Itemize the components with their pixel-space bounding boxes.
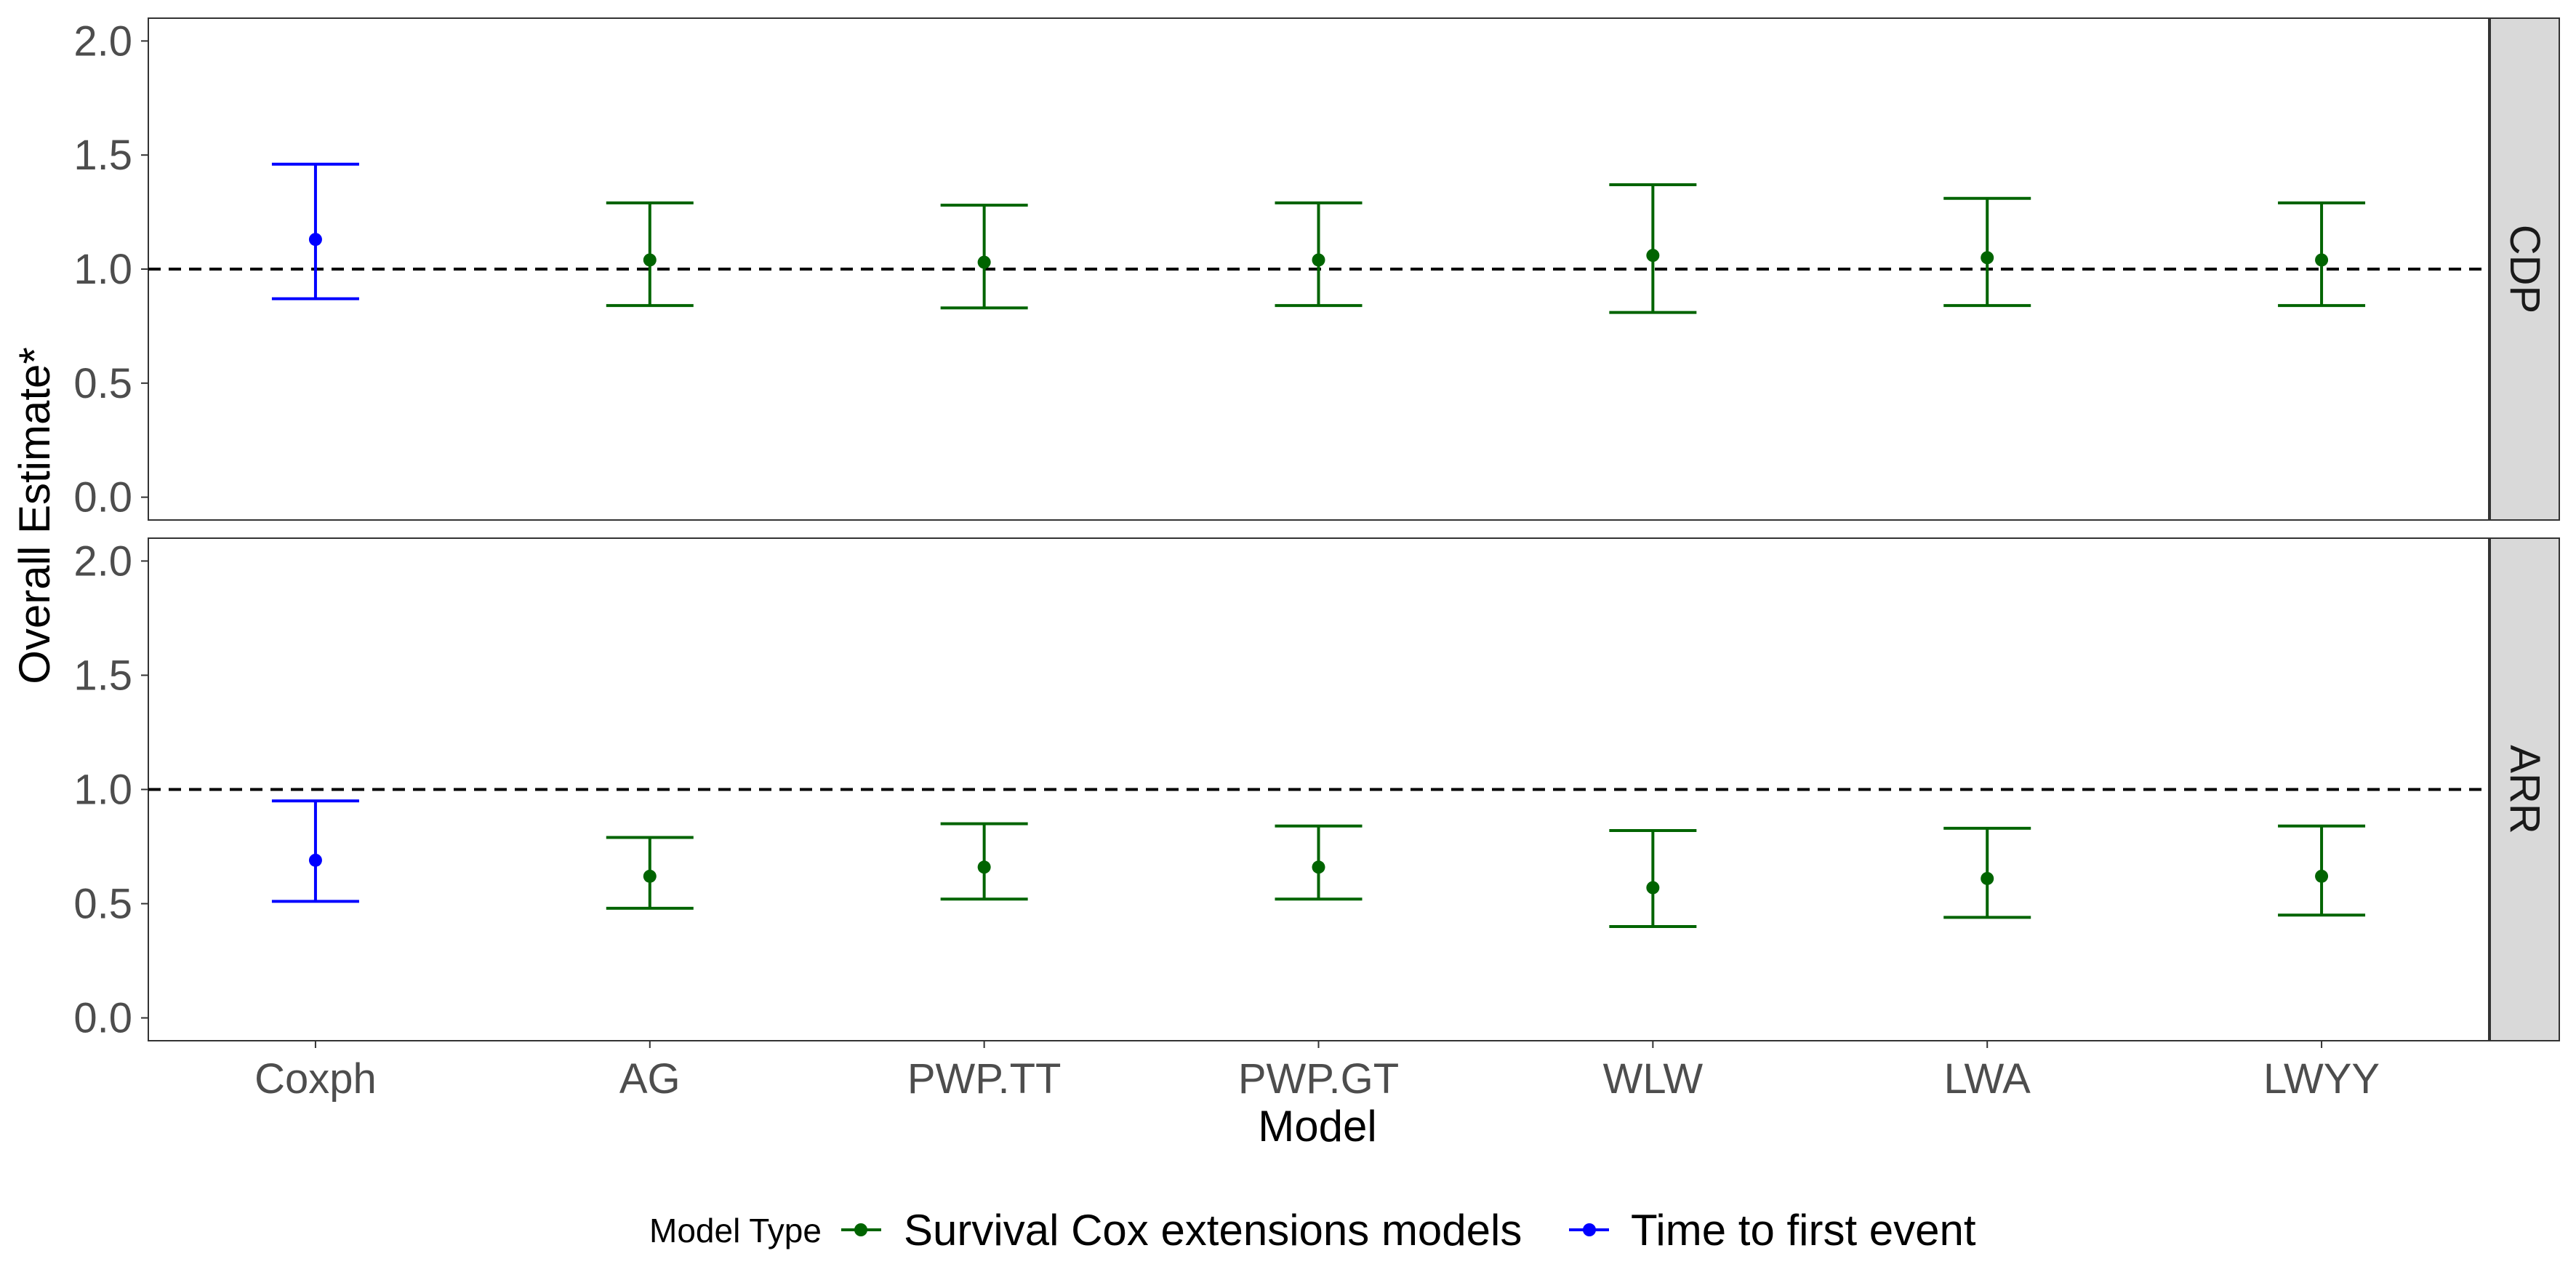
legend-label-first-event: Time to first event [1631,1206,1976,1255]
x-tick-label-lwa: LWA [1944,1055,2031,1103]
estimate-point [1981,251,1994,265]
y-tick-label: 1.5 [73,132,132,179]
y-tick-label: 0.0 [73,474,132,521]
estimate-point [2315,253,2329,267]
estimate-point [643,253,657,267]
errorbar-arr-lwyy [2278,824,2366,917]
estimate-point [977,860,991,874]
x-tick-label-lwyy: LWYY [2263,1055,2380,1103]
estimate-point [1646,881,1660,895]
estimate-point [308,853,322,867]
errorbar-arr-lwa [1943,826,2031,919]
estimate-point [1312,253,1325,267]
errorbar-cdp-lwyy [2278,201,2366,308]
legend-key-point-survival [854,1223,867,1236]
legend-item-time-to-first-event: Time to first event [1569,1206,1976,1255]
errorbar-cdp-pwp-tt [940,204,1028,310]
estimate-point [1646,249,1660,263]
facet-panel-arr: 0.0 0.5 1.0 1.5 2.0 ARR [73,537,2560,1042]
estimate-point [1981,871,1994,885]
errorbar-arr-wlw [1609,829,1697,928]
y-tick-label: 0.5 [73,881,132,928]
errorbar-cdp-coxph [271,162,359,300]
errorbar-cdp-lwa [1943,196,2031,308]
y-tick-label: 1.0 [73,767,132,814]
x-tick-label-coxph: Coxph [254,1055,377,1103]
y-tick-label: 0.0 [73,995,132,1042]
facet-panels: 0.0 0.5 1.0 1.5 2.0 CDP 0.0 0.5 1.0 1.5 2.0 ARR [73,17,2560,1042]
errorbar-arr-pwp-tt [940,822,1028,901]
x-tick-label-pwp-tt: PWP.TT [907,1055,1062,1103]
x-tick-label-ag: AG [619,1055,681,1103]
estimate-point [1312,860,1325,874]
y-tick-label: 2.0 [73,17,132,65]
x-axis-ticks: Coxph AG PWP.TT PWP.GT WLW LWA LWYY [254,1041,2380,1103]
x-tick-label-pwp-gt: PWP.GT [1238,1055,1399,1103]
errorbar-cdp-ag [606,201,694,308]
y-axis-title: Overall Estimate* [10,347,59,684]
facet-strip-label-arr: ARR [2501,745,2548,833]
legend-item-survival-cox-extensions: Survival Cox extensions models [841,1206,1522,1255]
y-tick-label: 1.0 [73,246,132,293]
facet-strip-label-cdp: CDP [2501,225,2548,313]
estimate-point [977,255,991,269]
legend-key-point-first-event [1583,1223,1596,1236]
y-tick-label: 1.5 [73,652,132,699]
facet-strip [2489,537,2560,1041]
errorbar-arr-ag [606,836,694,910]
x-tick-label-wlw: WLW [1603,1055,1704,1103]
estimate-point [2315,869,2329,883]
errorbar-arr-coxph [271,799,359,903]
facet-panel-cdp: 0.0 0.5 1.0 1.5 2.0 CDP [73,17,2560,521]
x-axis-title: Model [1258,1102,1376,1151]
errorbar-cdp-wlw [1609,183,1697,314]
errorbar-arr-pwp-gt [1275,824,1363,901]
estimate-point [308,233,322,247]
errorbar-cdp-pwp-gt [1275,201,1363,308]
legend-title: Model Type [649,1212,822,1249]
y-tick-label: 2.0 [73,537,132,585]
legend: Model Type Survival Cox extensions model… [649,1206,1976,1255]
y-tick-label: 0.5 [73,360,132,407]
facet-strip [2489,17,2560,521]
legend-label-survival: Survival Cox extensions models [904,1206,1522,1255]
estimate-point [643,869,657,883]
